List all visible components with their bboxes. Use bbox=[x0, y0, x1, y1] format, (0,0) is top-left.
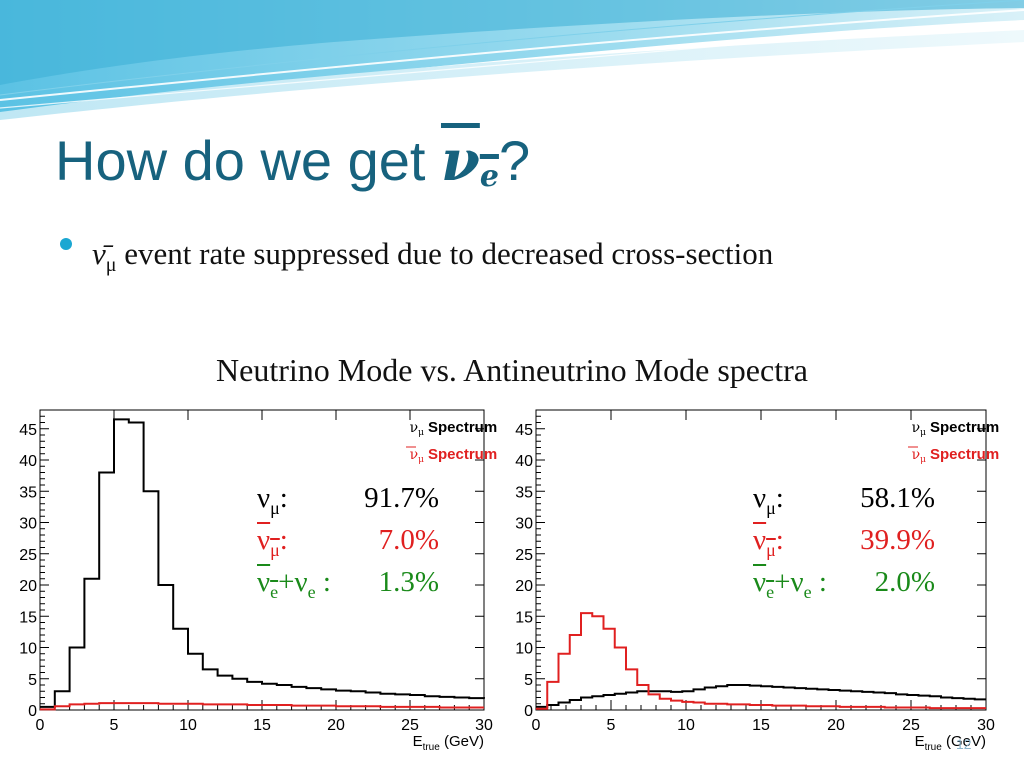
series-line-1 bbox=[40, 702, 484, 711]
x-tick-label: 5 bbox=[110, 717, 119, 734]
legend-symbol: νμ bbox=[912, 420, 927, 438]
bullet-symbol-sub: μ bbox=[105, 254, 117, 277]
x-tick-label: 30 bbox=[977, 717, 995, 734]
fraction-label: νe+νe : bbox=[257, 566, 331, 602]
y-tick-label: 30 bbox=[515, 516, 533, 533]
fraction-value: 58.1% bbox=[860, 482, 935, 514]
fraction-value: 7.0% bbox=[378, 524, 439, 556]
y-tick-label: 20 bbox=[515, 578, 533, 595]
x-axis-label: Etrue (GeV) bbox=[915, 733, 986, 752]
title-symbol-sub: e bbox=[479, 159, 499, 194]
x-axis-label: Etrue (GeV) bbox=[413, 733, 484, 752]
title-prefix: How do we get bbox=[55, 129, 441, 192]
y-tick-label: 35 bbox=[19, 484, 37, 501]
fraction-value: 39.9% bbox=[860, 524, 935, 556]
y-tick-label: 40 bbox=[19, 453, 37, 470]
x-tick-label: 10 bbox=[179, 717, 197, 734]
bullet-body: event rate suppressed due to decreased c… bbox=[116, 236, 774, 271]
x-tick-label: 25 bbox=[902, 717, 920, 734]
x-tick-label: 20 bbox=[327, 717, 345, 734]
neutrino-mode-chart: 0 5 10 15 20 25 30 35 40 45 0 5 10 15 20 25 30 Etrue (GeV… bbox=[12, 402, 498, 753]
bullet-symbol: ν̄ bbox=[92, 236, 106, 271]
y-tick-label: 25 bbox=[19, 547, 37, 564]
fraction-label: νμ: bbox=[257, 482, 288, 518]
x-tick-label: 0 bbox=[532, 717, 541, 734]
series-line-0 bbox=[40, 418, 485, 708]
x-tick-label: 15 bbox=[752, 717, 770, 734]
legend-label: Spectrum bbox=[930, 446, 999, 463]
y-tick-label: 0 bbox=[524, 703, 533, 720]
y-tick-label: 40 bbox=[515, 453, 533, 470]
series-line-0 bbox=[536, 684, 986, 708]
x-tick-label: 5 bbox=[607, 717, 616, 734]
fraction-label: νμ: bbox=[753, 482, 784, 518]
legend-label: Spectrum bbox=[428, 419, 497, 436]
y-tick-label: 10 bbox=[19, 641, 37, 658]
wave-banner bbox=[0, 0, 1024, 120]
series-line-1 bbox=[536, 612, 986, 710]
x-tick-label: 0 bbox=[36, 717, 45, 734]
chart-background bbox=[508, 402, 1000, 752]
fraction-value: 91.7% bbox=[364, 482, 439, 514]
slide-title: How do we get νe? bbox=[55, 128, 530, 194]
y-tick-label: 35 bbox=[515, 484, 533, 501]
title-symbol: νe bbox=[441, 128, 499, 194]
page-number: 12 bbox=[956, 736, 972, 752]
legend-symbol: νμ bbox=[410, 420, 425, 438]
y-tick-label: 15 bbox=[515, 609, 533, 626]
y-tick-label: 45 bbox=[515, 422, 533, 439]
x-tick-label: 25 bbox=[401, 717, 419, 734]
bullet-text: ν̄μ event rate suppressed due to decreas… bbox=[92, 231, 882, 288]
y-tick-label: 25 bbox=[515, 547, 533, 564]
x-tick-label: 15 bbox=[253, 717, 271, 734]
x-tick-label: 20 bbox=[827, 717, 845, 734]
title-suffix: ? bbox=[498, 129, 531, 192]
y-tick-label: 5 bbox=[28, 672, 37, 689]
legend-symbol: νμ bbox=[912, 447, 927, 465]
legend-label: Spectrum bbox=[428, 446, 497, 463]
y-tick-label: 0 bbox=[28, 703, 37, 720]
legend-symbol: νμ bbox=[410, 447, 425, 465]
fraction-label: νe+νe : bbox=[753, 566, 827, 602]
chart-caption: Neutrino Mode vs. Antineutrino Mode spec… bbox=[216, 352, 808, 388]
y-tick-label: 15 bbox=[19, 609, 37, 626]
y-tick-label: 10 bbox=[515, 641, 533, 658]
y-tick-label: 45 bbox=[19, 422, 37, 439]
legend-label: Spectrum bbox=[930, 419, 999, 436]
fraction-label: νμ: bbox=[257, 524, 288, 560]
fraction-label: νμ: bbox=[753, 524, 784, 560]
x-tick-label: 10 bbox=[677, 717, 695, 734]
x-tick-label: 30 bbox=[475, 717, 493, 734]
y-tick-label: 30 bbox=[19, 516, 37, 533]
antineutrino-mode-chart: 0 5 10 15 20 25 30 35 40 45 0 5 10 15 20 25 30 Etrue (GeV… bbox=[508, 402, 1000, 753]
y-tick-label: 20 bbox=[19, 578, 37, 595]
y-tick-label: 5 bbox=[524, 672, 533, 689]
bullet-dot-icon bbox=[60, 238, 72, 250]
chart-background bbox=[12, 402, 498, 752]
title-symbol-nu: ν bbox=[440, 128, 480, 194]
fraction-value: 1.3% bbox=[378, 566, 439, 598]
fraction-value: 2.0% bbox=[874, 566, 935, 598]
